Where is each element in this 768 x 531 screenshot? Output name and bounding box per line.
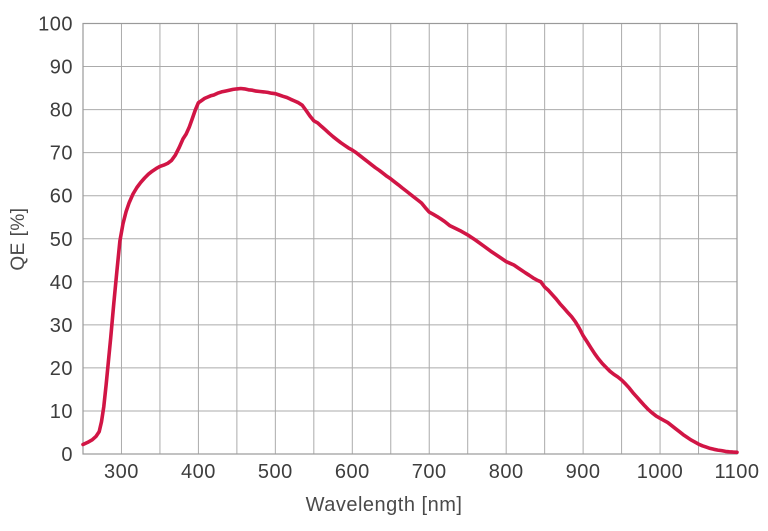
y-axis-title: QE [%] bbox=[8, 207, 29, 271]
y-tick-label: 0 bbox=[61, 444, 73, 466]
x-tick-label: 1000 bbox=[637, 461, 684, 483]
x-tick-label: 300 bbox=[104, 461, 139, 483]
x-tick-label: 900 bbox=[566, 461, 601, 483]
y-tick-label: 50 bbox=[50, 229, 73, 251]
x-tick-label: 600 bbox=[335, 461, 370, 483]
x-tick-label: 400 bbox=[181, 461, 216, 483]
y-tick-label: 70 bbox=[50, 143, 73, 165]
y-tick-label: 100 bbox=[38, 14, 73, 36]
y-tick-label: 30 bbox=[50, 315, 73, 337]
x-axis-title: Wavelength [nm] bbox=[305, 494, 463, 516]
x-tick-label: 800 bbox=[489, 461, 524, 483]
y-tick-label: 40 bbox=[50, 272, 73, 294]
y-tick-label: 80 bbox=[50, 100, 73, 122]
y-tick-label: 90 bbox=[50, 57, 73, 79]
y-tick-label: 20 bbox=[50, 358, 73, 380]
x-tick-label: 500 bbox=[258, 461, 293, 483]
x-tick-label: 700 bbox=[412, 461, 447, 483]
qe-curve bbox=[81, 86, 739, 455]
plot-border bbox=[82, 22, 738, 455]
x-tick-label: 1100 bbox=[714, 461, 759, 483]
y-tick-label: 10 bbox=[50, 401, 73, 423]
y-tick-label: 60 bbox=[50, 186, 73, 208]
